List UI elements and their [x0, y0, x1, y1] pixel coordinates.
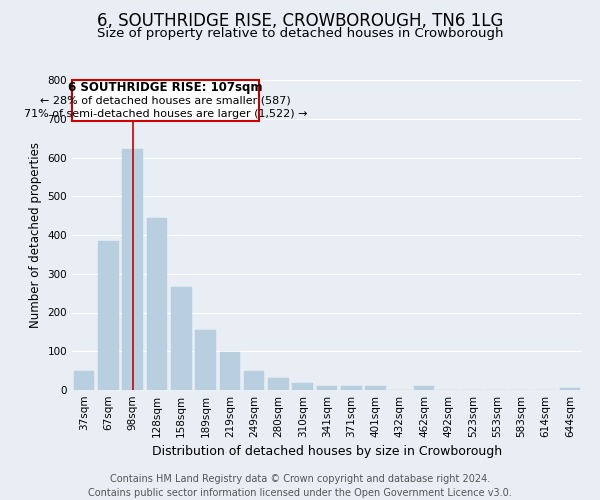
Bar [195, 330, 216, 390]
Text: 6 SOUTHRIDGE RISE: 107sqm: 6 SOUTHRIDGE RISE: 107sqm [68, 81, 263, 94]
Bar [317, 386, 337, 390]
Bar [122, 149, 143, 390]
Bar [220, 352, 240, 390]
Bar [560, 388, 580, 390]
Y-axis label: Number of detached properties: Number of detached properties [29, 142, 42, 328]
Bar [365, 386, 386, 390]
Text: Size of property relative to detached houses in Crowborough: Size of property relative to detached ho… [97, 28, 503, 40]
X-axis label: Distribution of detached houses by size in Crowborough: Distribution of detached houses by size … [152, 446, 502, 458]
Bar [98, 241, 119, 390]
Text: ← 28% of detached houses are smaller (587): ← 28% of detached houses are smaller (58… [40, 96, 291, 106]
Bar [414, 386, 434, 390]
Text: Contains HM Land Registry data © Crown copyright and database right 2024.
Contai: Contains HM Land Registry data © Crown c… [88, 474, 512, 498]
Bar [244, 370, 265, 390]
Bar [171, 288, 191, 390]
Text: 6, SOUTHRIDGE RISE, CROWBOROUGH, TN6 1LG: 6, SOUTHRIDGE RISE, CROWBOROUGH, TN6 1LG [97, 12, 503, 30]
Bar [292, 384, 313, 390]
Bar [146, 218, 167, 390]
Bar [74, 372, 94, 390]
Bar [341, 386, 362, 390]
Bar [268, 378, 289, 390]
Text: 71% of semi-detached houses are larger (1,522) →: 71% of semi-detached houses are larger (… [24, 109, 307, 119]
